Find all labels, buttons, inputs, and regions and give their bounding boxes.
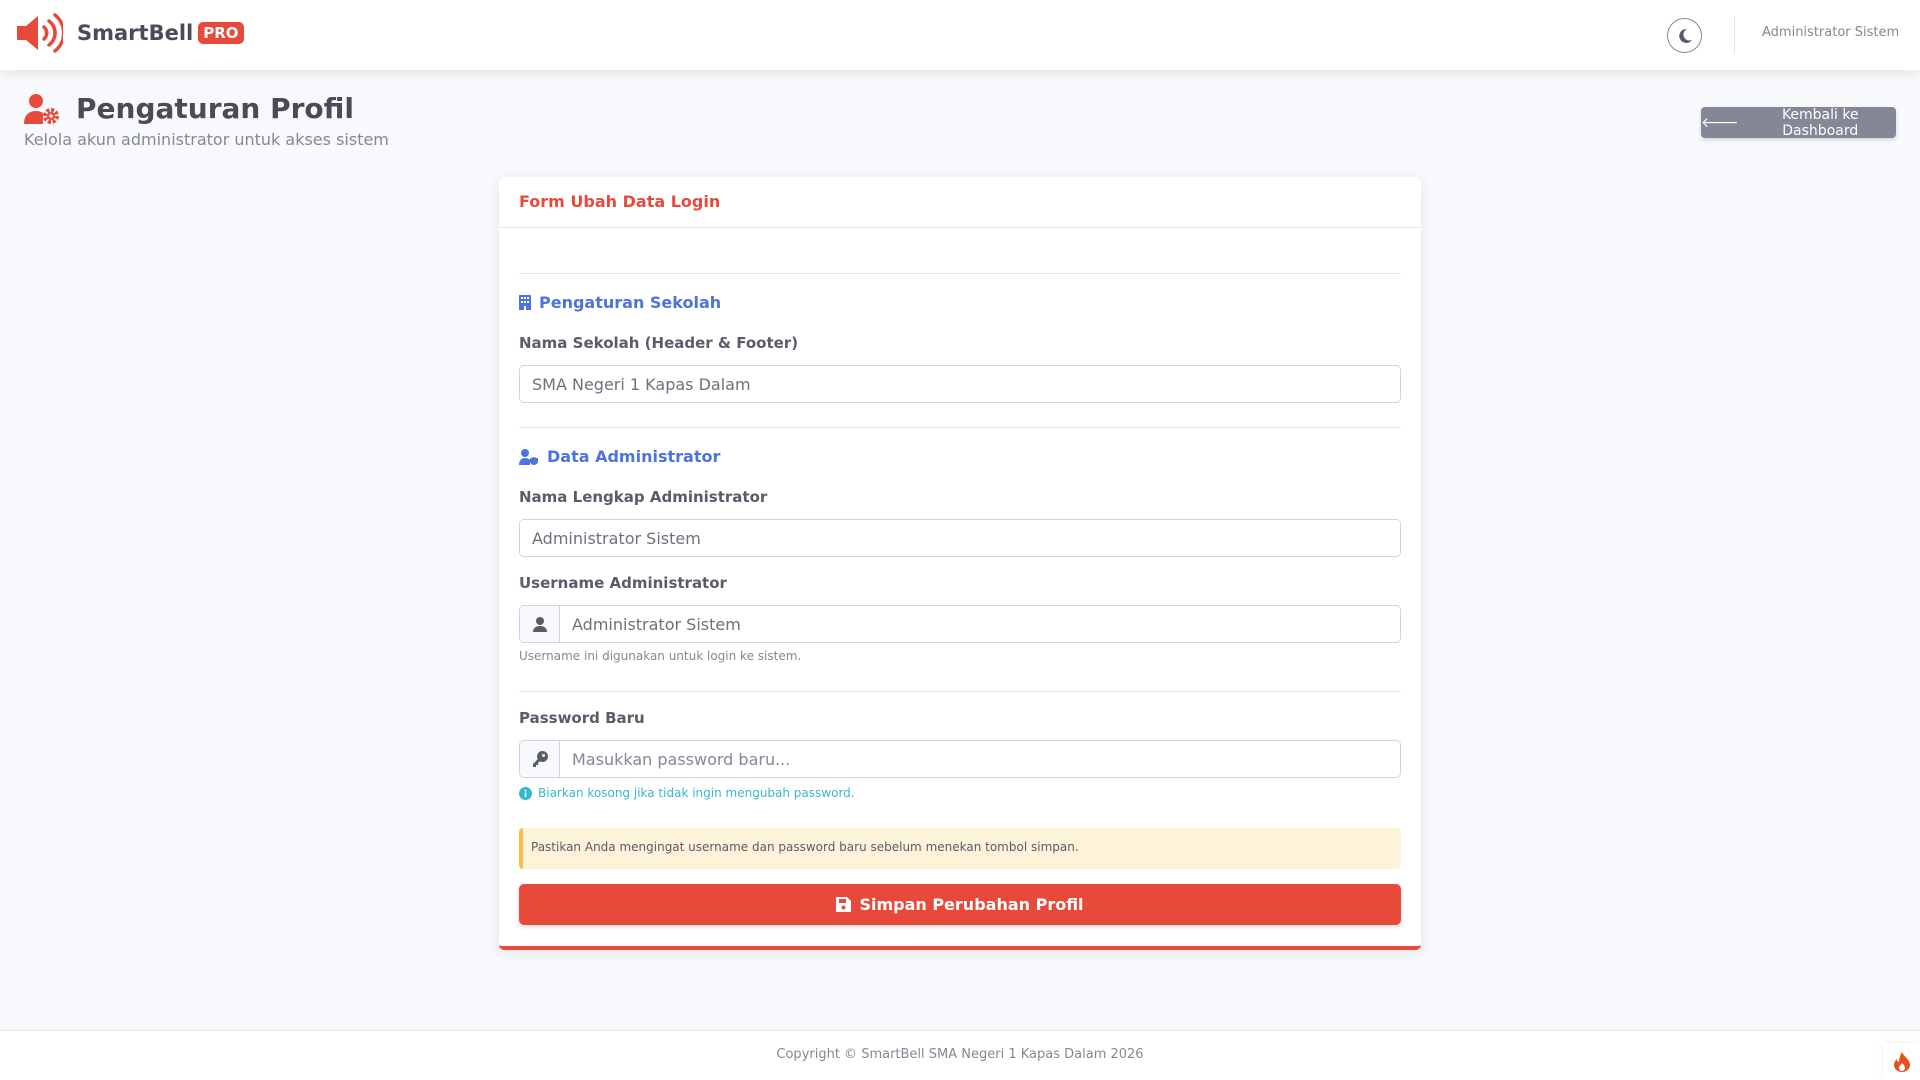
password-field	[519, 740, 1401, 778]
section-admin: Data Administrator	[519, 447, 720, 466]
info-circle-icon	[519, 786, 532, 800]
username-help: Username ini digunakan untuk login ke si…	[519, 649, 802, 663]
page-subtitle: Kelola akun administrator untuk akses si…	[24, 130, 389, 149]
copyright-text: Copyright © SmartBell SMA Negeri 1 Kapas…	[776, 1047, 1144, 1062]
fullname-input[interactable]	[520, 520, 1400, 556]
school-name-label: Nama Sekolah (Header & Footer)	[519, 334, 799, 352]
section-school: Pengaturan Sekolah	[519, 293, 721, 312]
brand[interactable]: SmartBell PRO	[77, 21, 244, 45]
volume-icon	[17, 13, 63, 53]
back-label: Kembali ke Dashboard	[1781, 106, 1859, 139]
username-field	[519, 605, 1401, 643]
school-name-input[interactable]	[520, 366, 1400, 402]
divider	[519, 427, 1401, 428]
profile-form-card: Form Ubah Data Login Pengaturan Sekolah …	[499, 177, 1421, 950]
save-label: Simpan Perubahan Profil	[859, 895, 1084, 914]
password-info-text: Biarkan kosong jika tidak ingin mengubah…	[538, 786, 855, 800]
theme-toggle-button[interactable]	[1667, 18, 1702, 53]
section-title: Pengaturan Sekolah	[539, 293, 722, 312]
building-icon	[519, 295, 531, 310]
key-icon	[532, 751, 548, 767]
fullname-field	[519, 519, 1401, 557]
password-label: Password Baru	[519, 709, 645, 727]
moon-icon	[1678, 28, 1692, 43]
back-to-dashboard-button[interactable]: 🡐 Kembali ke Dashboard	[1701, 106, 1896, 139]
username-addon	[520, 606, 560, 642]
debug-toolbar-button[interactable]	[1883, 1043, 1920, 1080]
brand-name: SmartBell	[77, 21, 194, 45]
school-name-field	[519, 365, 1401, 403]
user-shield-icon	[519, 448, 538, 465]
username-input[interactable]	[560, 606, 1400, 642]
save-profile-button[interactable]: Simpan Perubahan Profil	[519, 884, 1401, 925]
divider	[519, 273, 1401, 274]
fire-icon	[1893, 1051, 1910, 1072]
pro-badge: PRO	[198, 22, 244, 44]
password-input[interactable]	[560, 741, 1400, 777]
user-cog-icon	[24, 93, 59, 124]
card-title: Form Ubah Data Login	[499, 177, 1421, 228]
page-heading: Pengaturan Profil	[24, 92, 354, 125]
topbar: SmartBell PRO Administrator Sistem	[0, 0, 1920, 70]
section-title: Data Administrator	[547, 447, 721, 466]
save-icon	[836, 897, 852, 912]
username-label: Username Administrator	[519, 574, 727, 592]
divider	[1734, 16, 1735, 54]
warning-alert: Pastikan Anda mengingat username dan pas…	[519, 828, 1401, 869]
user-menu[interactable]: Administrator Sistem	[1762, 25, 1900, 40]
password-info: Biarkan kosong jika tidak ingin mengubah…	[519, 786, 855, 800]
footer: Copyright © SmartBell SMA Negeri 1 Kapas…	[0, 1030, 1920, 1080]
user-icon	[532, 616, 547, 632]
divider	[519, 691, 1401, 692]
arrow-left-icon: 🡐	[1701, 115, 1739, 131]
page-title: Pengaturan Profil	[76, 92, 355, 125]
password-addon	[520, 741, 560, 777]
fullname-label: Nama Lengkap Administrator	[519, 488, 768, 506]
